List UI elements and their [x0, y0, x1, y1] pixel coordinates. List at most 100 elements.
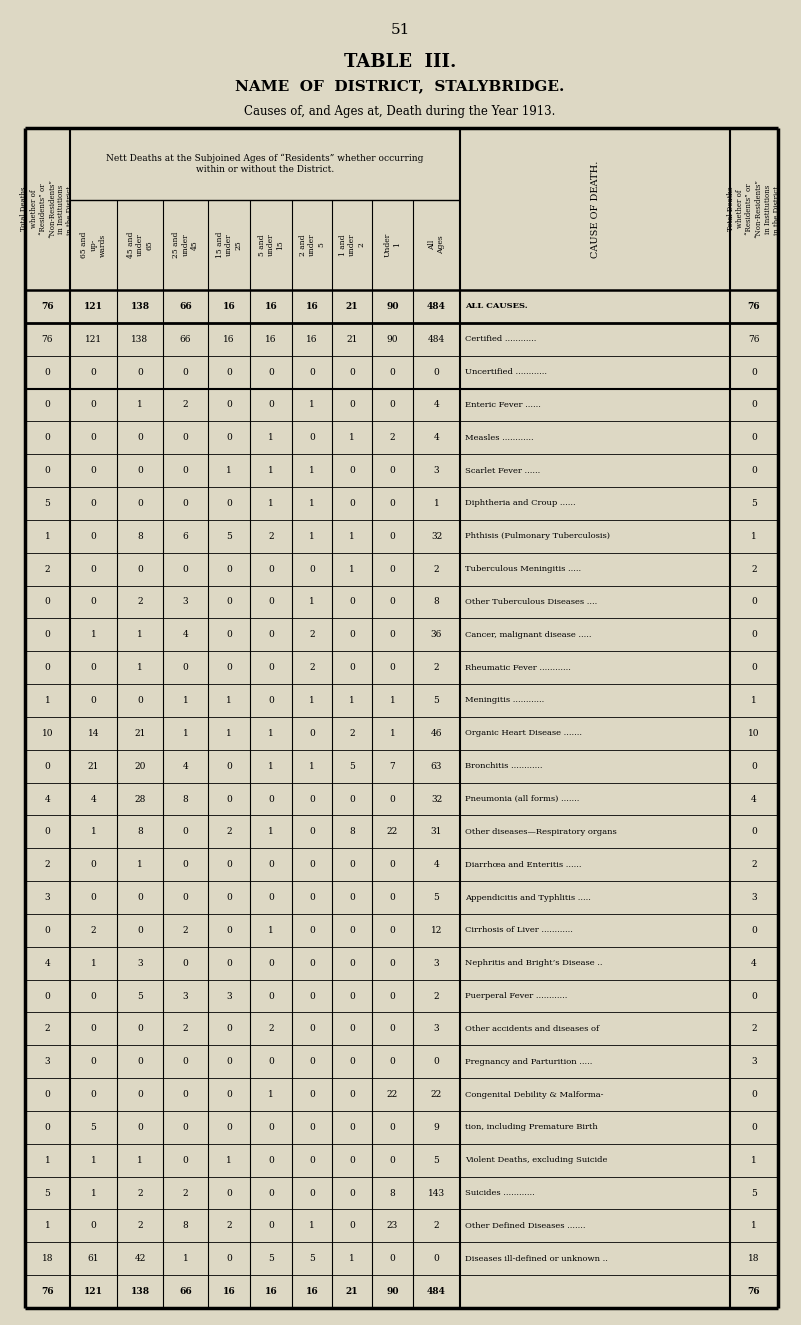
Text: 0: 0: [91, 1222, 96, 1231]
Text: 0: 0: [183, 893, 188, 902]
Text: 1: 1: [309, 696, 315, 705]
Text: 0: 0: [91, 1057, 96, 1067]
Text: 1: 1: [389, 696, 396, 705]
Text: 1: 1: [268, 433, 274, 443]
Text: 0: 0: [268, 564, 274, 574]
Text: Diphtheria and Croup ......: Diphtheria and Croup ......: [465, 500, 576, 507]
Text: 76: 76: [41, 302, 54, 311]
Text: 0: 0: [91, 564, 96, 574]
Text: 0: 0: [137, 367, 143, 376]
Text: 0: 0: [226, 1122, 231, 1132]
Text: 0: 0: [91, 991, 96, 1000]
Text: 0: 0: [91, 531, 96, 541]
Text: 14: 14: [88, 729, 99, 738]
Text: 0: 0: [45, 991, 50, 1000]
Text: 0: 0: [268, 400, 274, 409]
Text: 90: 90: [386, 1287, 399, 1296]
Text: Nett Deaths at the Subjoined Ages of “Residents” whether occurring
within or wit: Nett Deaths at the Subjoined Ages of “Re…: [107, 154, 424, 174]
Text: 0: 0: [433, 1057, 440, 1067]
Text: 16: 16: [306, 335, 318, 343]
Text: 0: 0: [268, 696, 274, 705]
Text: 1: 1: [268, 466, 274, 476]
Text: 5: 5: [751, 1189, 757, 1198]
Text: 0: 0: [183, 564, 188, 574]
Text: 16: 16: [223, 1287, 235, 1296]
Text: 0: 0: [751, 762, 757, 771]
Text: 16: 16: [264, 1287, 277, 1296]
Text: 2: 2: [183, 1024, 188, 1034]
Text: 0: 0: [45, 631, 50, 639]
Text: 0: 0: [433, 367, 440, 376]
Text: 0: 0: [389, 531, 396, 541]
Text: 5: 5: [45, 500, 50, 507]
Text: 1: 1: [137, 631, 143, 639]
Text: 0: 0: [389, 598, 396, 607]
Text: 5: 5: [226, 531, 232, 541]
Text: 0: 0: [349, 926, 355, 935]
Text: 0: 0: [137, 500, 143, 507]
Text: 0: 0: [389, 860, 396, 869]
Text: 0: 0: [226, 1057, 231, 1067]
Text: 0: 0: [183, 466, 188, 476]
Text: 65 and
up-
wards: 65 and up- wards: [80, 232, 107, 258]
Text: 0: 0: [268, 1122, 274, 1132]
Text: 4: 4: [751, 959, 757, 967]
Text: 0: 0: [45, 400, 50, 409]
Text: 51: 51: [390, 23, 409, 37]
Text: 0: 0: [268, 367, 274, 376]
Text: 2: 2: [433, 564, 439, 574]
Text: 1: 1: [226, 696, 231, 705]
Text: 0: 0: [309, 367, 315, 376]
Text: 2: 2: [751, 564, 757, 574]
Text: 0: 0: [389, 1255, 396, 1263]
Text: 25 and
under
45: 25 and under 45: [172, 232, 199, 258]
Text: 1: 1: [433, 500, 440, 507]
Text: 1: 1: [226, 1155, 231, 1165]
Text: 3: 3: [137, 959, 143, 967]
Text: 0: 0: [349, 1090, 355, 1098]
Text: 3: 3: [45, 893, 50, 902]
Text: 0: 0: [751, 1090, 757, 1098]
Text: 0: 0: [91, 400, 96, 409]
Text: 5: 5: [309, 1255, 315, 1263]
Text: 2: 2: [137, 1189, 143, 1198]
Text: Enteric Fever ......: Enteric Fever ......: [465, 401, 541, 409]
Text: 0: 0: [309, 1122, 315, 1132]
Text: 1: 1: [309, 598, 315, 607]
Text: 1: 1: [309, 762, 315, 771]
Text: 0: 0: [389, 367, 396, 376]
Text: 76: 76: [747, 1287, 760, 1296]
Text: 0: 0: [349, 1122, 355, 1132]
Text: 0: 0: [91, 1024, 96, 1034]
Text: 484: 484: [427, 1287, 446, 1296]
Text: 0: 0: [226, 1255, 231, 1263]
Text: 4: 4: [183, 631, 188, 639]
Text: 0: 0: [309, 795, 315, 803]
Text: All
Ages: All Ages: [428, 236, 445, 254]
Text: 0: 0: [389, 1024, 396, 1034]
Text: 0: 0: [389, 1155, 396, 1165]
Text: 4: 4: [45, 795, 50, 803]
Text: 16: 16: [306, 302, 318, 311]
Text: 0: 0: [268, 991, 274, 1000]
Text: 4: 4: [91, 795, 96, 803]
Text: 42: 42: [135, 1255, 146, 1263]
Text: 2: 2: [349, 729, 355, 738]
Text: 1: 1: [309, 531, 315, 541]
Text: 4: 4: [433, 400, 440, 409]
Text: 0: 0: [226, 762, 231, 771]
Text: 1: 1: [309, 500, 315, 507]
Text: Scarlet Fever ......: Scarlet Fever ......: [465, 466, 540, 474]
Text: 0: 0: [309, 926, 315, 935]
Text: 1: 1: [226, 466, 231, 476]
Text: 66: 66: [179, 1287, 192, 1296]
Text: 0: 0: [268, 893, 274, 902]
Text: 0: 0: [268, 1155, 274, 1165]
Text: 0: 0: [349, 1222, 355, 1231]
Text: 2 and
under
5: 2 and under 5: [299, 233, 325, 256]
Text: 15 and
under
25: 15 and under 25: [215, 232, 242, 258]
Text: 0: 0: [389, 500, 396, 507]
Text: 1: 1: [349, 696, 355, 705]
Text: 12: 12: [431, 926, 442, 935]
Text: 8: 8: [183, 795, 188, 803]
